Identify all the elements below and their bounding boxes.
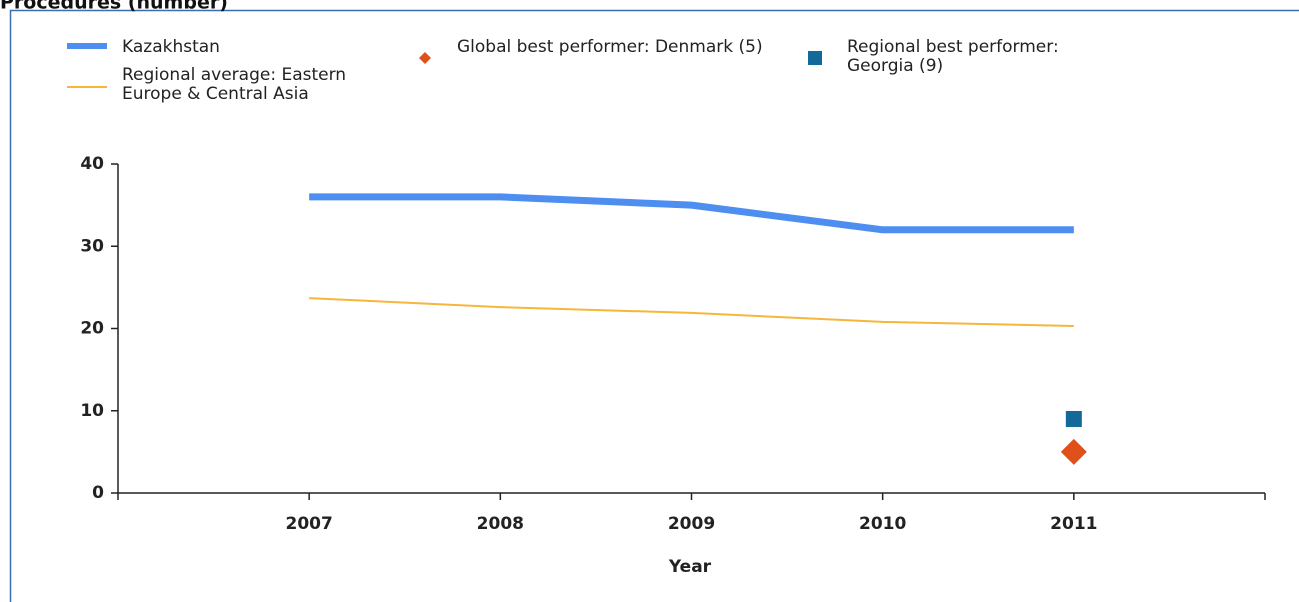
square-marker [1065,410,1082,427]
data-line [309,193,1074,234]
legend-label: Regional average: Eastern Europe & Centr… [122,65,347,104]
x-tick-label: 2008 [477,514,524,534]
legend-label: Kazakhstan [122,37,220,57]
x-axis-title: Year [668,557,712,577]
data-line [309,297,1074,328]
y-tick-label: 30 [80,236,104,256]
chart-title: Procedures (number) [0,0,228,14]
legend-label: Regional best performer: Georgia (9) [847,37,1059,76]
chart-border [9,9,1299,602]
y-tick-label: 0 [92,483,104,503]
legend-swatch [419,52,431,64]
y-tick-label: 10 [80,401,104,421]
legend-label: Global best performer: Denmark (5) [457,37,763,57]
legend-swatch [808,51,822,65]
x-tick-label: 2010 [859,514,906,534]
x-tick-label: 2011 [1050,514,1097,534]
y-tick-label: 20 [80,319,104,339]
diamond-marker [1060,438,1087,465]
x-tick-label: 2009 [668,514,715,534]
x-tick-label: 2007 [286,514,333,534]
y-tick-label: 40 [80,154,104,174]
